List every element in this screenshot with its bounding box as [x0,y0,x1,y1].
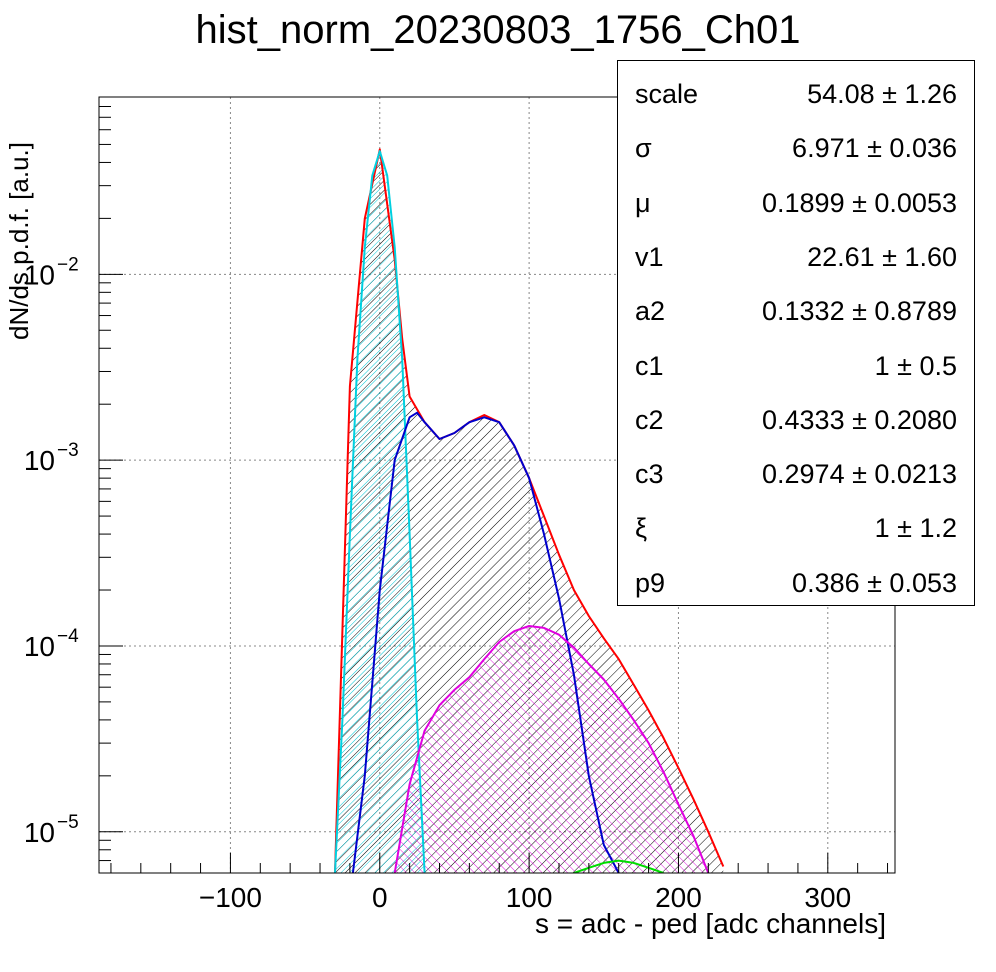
x-tick-label: −100 [199,882,262,913]
fit-parameter-row: μ 0.1899 ± 0.0053 [618,174,974,228]
fit-statistics-box: scale 54.08 ± 1.26 σ 6.971 ± 0.036 μ 0.1899 ±… [617,60,975,606]
fit-parameter-row: σ 6.971 ± 0.036 [618,119,974,173]
axis-ticks [99,96,889,874]
signal-component-1-curve [351,411,620,873]
fit-parameter-name: μ [635,187,651,218]
signal-component-2-curve [393,625,710,873]
fit-parameter-value: 0.4333 ± 0.2080 [762,404,957,435]
y-tick-label: 10 [24,445,55,476]
fit-parameter-name: c3 [635,459,664,490]
y-tick-label: 10 [24,259,55,290]
fit-parameter-value: 6.971 ± 0.036 [792,133,957,164]
y-tick-exponent: −4 [57,626,79,647]
fit-parameter-value: 1 ± 0.5 [874,350,957,381]
x-tick-label: 200 [655,882,702,913]
fit-parameter-value: 0.2974 ± 0.0213 [762,459,957,490]
y-tick-exponent: −3 [57,440,79,461]
fit-parameter-name: v1 [635,241,664,272]
y-tick-exponent: −2 [57,254,79,275]
fit-parameter-row: c2 0.4333 ± 0.2080 [618,391,974,445]
fit-parameter-name: ξ [635,513,648,544]
fit-parameter-row: a2 0.1332 ± 0.8789 [618,282,974,336]
fit-parameter-name: scale [635,79,699,109]
fit-parameter-row: scale 54.08 ± 1.26 [618,65,974,119]
fit-parameter-value: 54.08 ± 1.26 [807,79,957,109]
chart-title: hist_norm_20230803_1756_Ch01 [195,8,801,52]
fit-parameter-value: 0.1332 ± 0.8789 [762,296,957,327]
x-tick-label: 300 [804,882,851,913]
fit-parameter-name: σ [635,133,652,164]
fit-parameter-value: 0.386 ± 0.053 [792,567,957,598]
fit-parameter-name: p9 [635,567,666,598]
pedestal-component-curve [334,150,426,873]
fit-parameter-row: c3 0.2974 ± 0.0213 [618,445,974,499]
y-axis-title: dN/ds p.d.f. [a.u.] [4,142,34,340]
y-tick-exponent: −5 [57,812,79,833]
component-fills [335,149,724,873]
pedestal-component-fill [335,151,425,873]
fit-parameter-row: p9 0.386 ± 0.053 [618,554,974,608]
fit-parameter-row: c1 1 ± 0.5 [618,337,974,391]
fit-parameter-row: ξ 1 ± 1.2 [618,499,974,553]
fit-parameter-row: v1 22.61 ± 1.60 [618,228,974,282]
fit-parameter-value: 22.61 ± 1.60 [807,241,957,272]
fit-parameter-name: a2 [635,296,666,327]
x-tick-label: 100 [506,882,553,913]
fit-parameter-value: 0.1899 ± 0.0053 [762,187,957,218]
fit-parameter-name: c2 [635,404,664,435]
x-tick-label: 0 [372,882,388,913]
y-tick-label: 10 [24,631,55,662]
fit-parameter-value: 1 ± 1.2 [874,513,957,544]
total-fit-fill [335,149,724,873]
y-tick-label: 10 [24,817,55,848]
signal-component-2-fill [394,626,709,873]
fit-parameter-name: c1 [635,350,664,381]
x-axis-title: s = adc - ped [adc channels] [535,908,886,939]
